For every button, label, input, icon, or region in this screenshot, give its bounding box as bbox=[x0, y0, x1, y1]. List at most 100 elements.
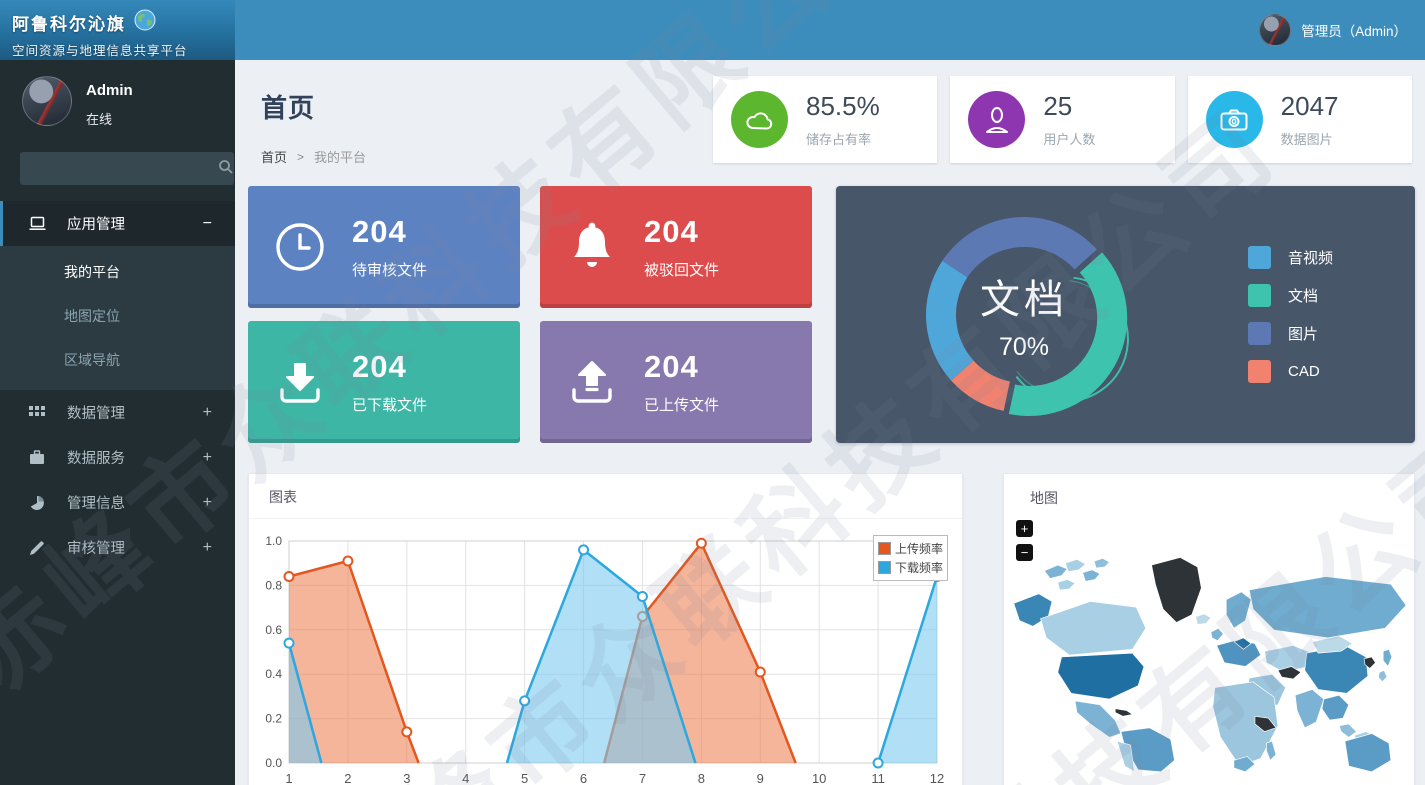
svg-text:0.0: 0.0 bbox=[265, 756, 282, 770]
clock-icon bbox=[248, 221, 352, 273]
legend-swatch bbox=[1248, 322, 1271, 345]
stat-value: 25 bbox=[1043, 91, 1073, 121]
svg-text:0.4: 0.4 bbox=[265, 667, 282, 681]
tile-pending-files[interactable]: 204 待审核文件 bbox=[248, 186, 520, 308]
stat-label: 用户人数 bbox=[1043, 132, 1096, 147]
subitem-label: 我的平台 bbox=[64, 264, 120, 280]
user-avatar bbox=[1259, 14, 1292, 46]
sidebar-item-label: 数据服务 bbox=[67, 451, 125, 467]
stat-label: 数据图片 bbox=[1280, 132, 1333, 147]
sidebar-subitem-my-platform[interactable]: 我的平台 bbox=[0, 250, 235, 294]
sidebar-avatar bbox=[22, 76, 72, 126]
user-icon bbox=[968, 91, 1026, 148]
legend-item-upload-rate[interactable]: 上传频率 bbox=[877, 540, 943, 557]
expand-icon: + bbox=[202, 448, 212, 466]
search-button[interactable] bbox=[218, 152, 234, 185]
map-zoom-out-button[interactable]: − bbox=[1016, 544, 1033, 561]
tile-label: 已下载文件 bbox=[352, 397, 428, 414]
briefcase-icon bbox=[27, 450, 47, 465]
legend-item-cad[interactable]: CAD bbox=[1248, 360, 1333, 383]
stat-value: 85.5% bbox=[806, 91, 880, 121]
legend-item-audio-video[interactable]: 音视频 bbox=[1248, 246, 1333, 269]
breadcrumb-home[interactable]: 首页 bbox=[261, 150, 288, 165]
svg-text:0.8: 0.8 bbox=[265, 578, 282, 592]
sidebar-search bbox=[20, 152, 234, 185]
tile-label: 待审核文件 bbox=[352, 262, 428, 279]
tile-label: 已上传文件 bbox=[644, 397, 720, 414]
sidebar: Admin 在线 应用管理 − bbox=[0, 60, 235, 785]
user-menu-label: 管理员（Admin） bbox=[1301, 24, 1407, 39]
legend-label: CAD bbox=[1288, 363, 1320, 380]
tile-rejected-files[interactable]: 204 被驳回文件 bbox=[540, 186, 812, 308]
legend-item-image[interactable]: 图片 bbox=[1248, 322, 1333, 345]
sidebar-item-management-info[interactable]: 管理信息 + bbox=[0, 480, 235, 525]
map-zoom-in-button[interactable]: + bbox=[1016, 520, 1033, 537]
summary-tiles: 204 待审核文件 204 被驳回文件 bbox=[248, 186, 812, 443]
sidebar-submenu: 我的平台 地图定位 区域导航 bbox=[0, 246, 235, 390]
line-chart[interactable]: 1 2 3 4 5 6 7 8 9 10 11 120.00.20.40.60.81.0 bbox=[253, 529, 945, 785]
expand-icon: + bbox=[202, 403, 212, 421]
app-logo[interactable]: 阿鲁科尔沁旗 空间资源与地理信息共享平台 bbox=[0, 0, 235, 60]
legend-swatch bbox=[1248, 246, 1271, 269]
legend-label: 文档 bbox=[1288, 288, 1319, 305]
tile-label: 被驳回文件 bbox=[644, 262, 720, 279]
svg-text:11: 11 bbox=[871, 771, 885, 785]
svg-text:3: 3 bbox=[403, 771, 410, 785]
stat-card-images: 2047 数据图片 bbox=[1187, 76, 1412, 163]
subitem-label: 区域导航 bbox=[64, 352, 120, 368]
svg-text:4: 4 bbox=[462, 771, 469, 785]
search-input[interactable] bbox=[20, 152, 218, 185]
line-chart-card: 图表 上传频率 下载频率 1 2 3 4 5 6 7 8 9 10 11 12 0.0 0.2 0.4 0.6… bbox=[248, 473, 963, 785]
sidebar-user-panel: Admin 在线 bbox=[0, 60, 235, 138]
legend-item-download-rate[interactable]: 下载频率 bbox=[877, 559, 943, 576]
legend-label: 音视频 bbox=[1288, 250, 1334, 267]
legend-swatch bbox=[1248, 360, 1271, 383]
world-map[interactable] bbox=[1008, 544, 1410, 782]
main-content: 首页 首页 > 我的平台 85.5% 储存占有率 bbox=[235, 60, 1425, 785]
expand-icon: + bbox=[202, 493, 212, 511]
svg-text:2: 2 bbox=[344, 771, 351, 785]
legend-label: 下载频率 bbox=[894, 561, 943, 575]
sidebar-item-app-management[interactable]: 应用管理 − bbox=[0, 201, 235, 246]
app-subtitle: 空间资源与地理信息共享平台 bbox=[12, 44, 188, 58]
svg-text:1: 1 bbox=[285, 771, 292, 785]
app-title: 阿鲁科尔沁旗 bbox=[12, 15, 126, 34]
svg-text:6: 6 bbox=[580, 771, 587, 785]
pie-chart-icon bbox=[27, 495, 47, 511]
tile-value: 204 bbox=[352, 214, 407, 249]
legend-item-document[interactable]: 文档 bbox=[1248, 284, 1333, 307]
tile-value: 204 bbox=[644, 349, 699, 384]
tile-value: 204 bbox=[352, 349, 407, 384]
stat-card-storage: 85.5% 储存占有率 bbox=[713, 76, 938, 163]
sidebar-item-review-management[interactable]: 审核管理 + bbox=[0, 525, 235, 570]
sidebar-subitem-map-locate[interactable]: 地图定位 bbox=[0, 294, 235, 338]
svg-text:10: 10 bbox=[812, 771, 826, 785]
svg-text:0.6: 0.6 bbox=[265, 623, 282, 637]
sidebar-item-label: 审核管理 bbox=[67, 541, 125, 557]
svg-text:7: 7 bbox=[639, 771, 646, 785]
tile-downloaded-files[interactable]: 204 已下载文件 bbox=[248, 321, 520, 443]
globe-icon bbox=[134, 9, 156, 36]
stat-card-users: 25 用户人数 bbox=[950, 76, 1175, 163]
legend-label: 上传频率 bbox=[894, 542, 943, 556]
sidebar-item-label: 应用管理 bbox=[67, 217, 125, 233]
sidebar-user-name: Admin bbox=[86, 82, 133, 99]
sidebar-user-status: 在线 bbox=[86, 112, 113, 127]
map-card-title: 地图 bbox=[1030, 490, 1058, 506]
sidebar-subitem-region-nav[interactable]: 区域导航 bbox=[0, 338, 235, 382]
tile-uploaded-files[interactable]: 204 已上传文件 bbox=[540, 321, 812, 443]
svg-text:0.2: 0.2 bbox=[265, 712, 282, 726]
donut-chart-panel: 文档 70% 音视频 文档 图片 bbox=[836, 186, 1415, 443]
sidebar-item-data-management[interactable]: 数据管理 + bbox=[0, 390, 235, 435]
sidebar-menu: 应用管理 − 我的平台 地图定位 区域导航 bbox=[0, 201, 235, 570]
pencil-icon bbox=[27, 540, 47, 556]
donut-chart[interactable] bbox=[908, 199, 1140, 431]
user-menu[interactable]: 管理员（Admin） bbox=[1259, 0, 1407, 60]
line-chart-legend: 上传频率 下载频率 bbox=[872, 535, 948, 581]
sidebar-item-data-service[interactable]: 数据服务 + bbox=[0, 435, 235, 480]
download-icon bbox=[248, 356, 352, 408]
legend-swatch bbox=[877, 542, 891, 555]
tile-value: 204 bbox=[644, 214, 699, 249]
svg-text:9: 9 bbox=[757, 771, 764, 785]
